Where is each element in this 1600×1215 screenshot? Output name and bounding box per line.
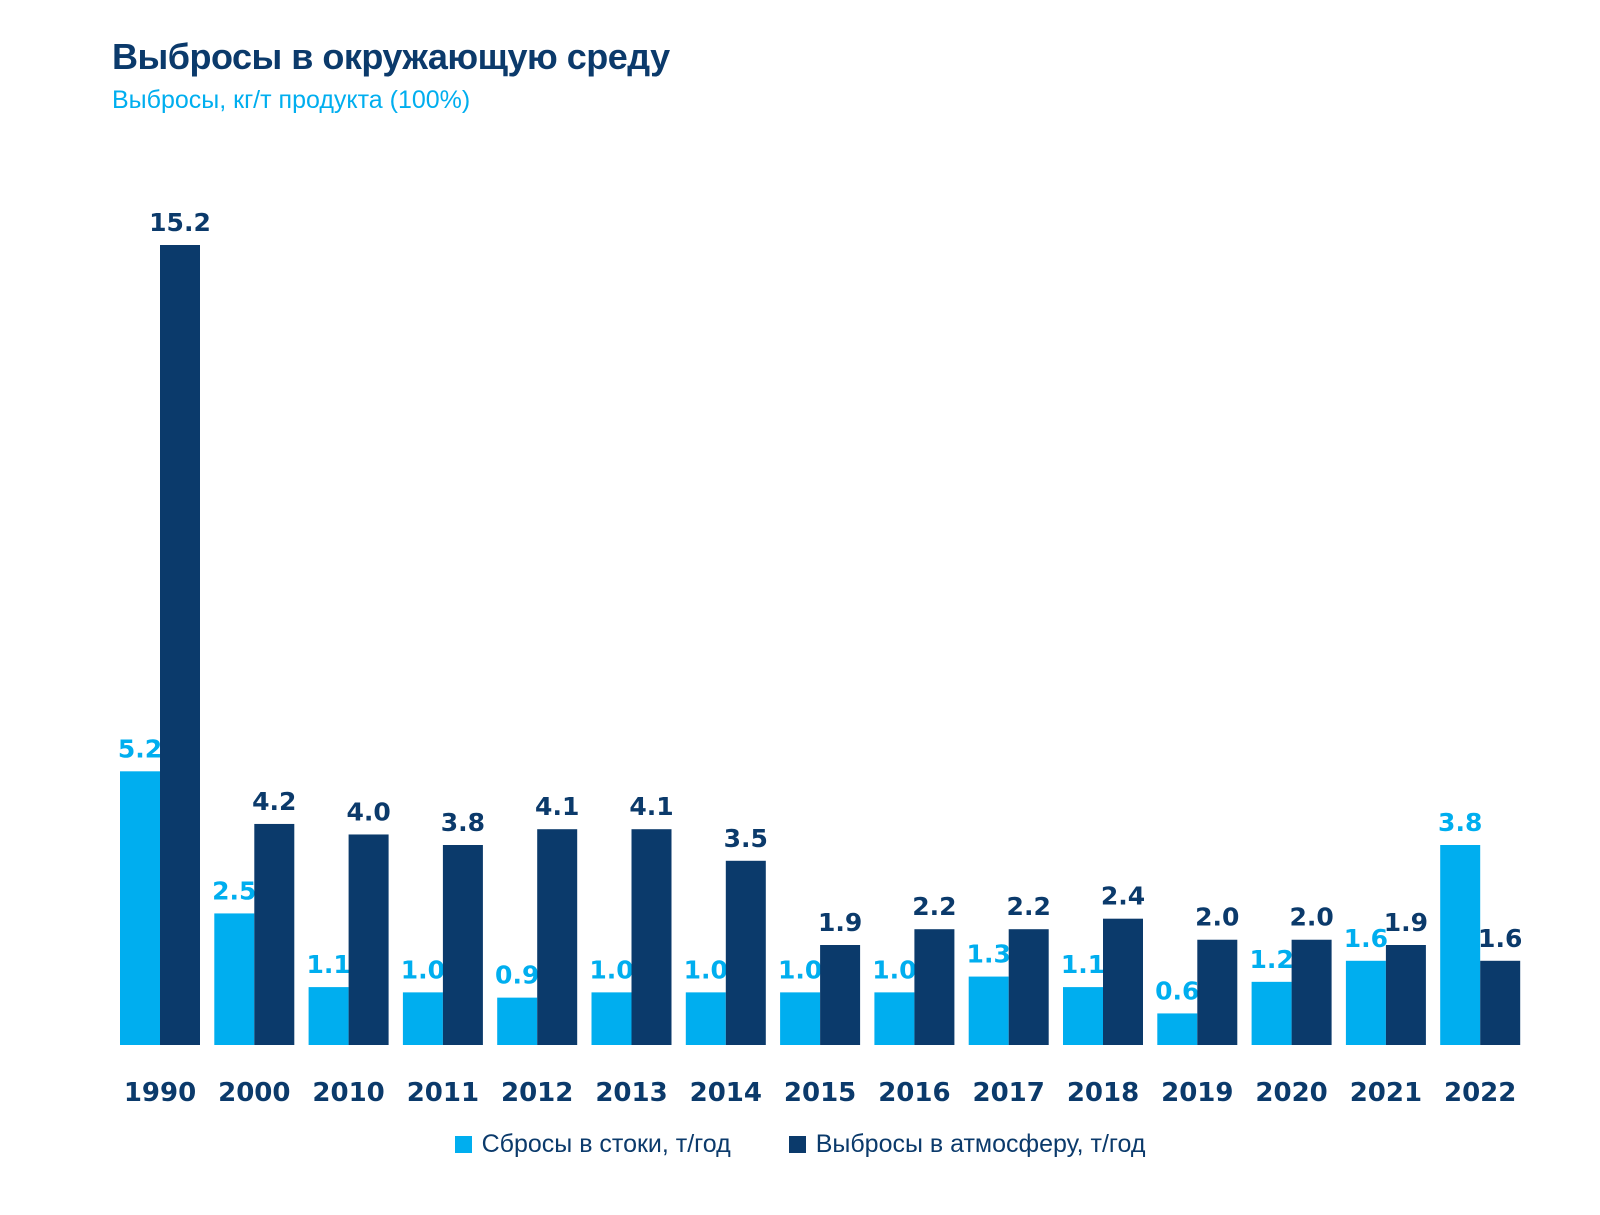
- value-label-discharges-2021: 1.6: [1344, 924, 1388, 953]
- value-label-discharges-2020: 1.2: [1249, 945, 1293, 974]
- bar-discharges-2016: [874, 992, 915, 1045]
- bar-emissions-2019: [1197, 939, 1238, 1045]
- value-label-emissions-2018: 2.4: [1101, 882, 1145, 911]
- value-label-emissions-2015: 1.9: [818, 908, 862, 937]
- value-label-discharges-2015: 1.0: [778, 955, 822, 984]
- x-tick-label-2017: 2017: [973, 1078, 1045, 1108]
- value-label-discharges-2010: 1.1: [306, 950, 350, 979]
- bar-discharges-2011: [402, 992, 443, 1045]
- value-label-emissions-2017: 2.2: [1007, 892, 1051, 921]
- value-label-emissions-2022: 1.6: [1478, 924, 1522, 953]
- x-tick-label-2012: 2012: [501, 1078, 573, 1108]
- x-tick-label-2019: 2019: [1161, 1078, 1233, 1108]
- bar-discharges-2019: [1157, 1013, 1198, 1045]
- bar-emissions-2000: [254, 823, 295, 1045]
- legend-label-emissions: Выбросы в атмосферу, т/год: [815, 1130, 1146, 1158]
- bar-emissions-2022: [1480, 960, 1521, 1045]
- value-label-discharges-2011: 1.0: [401, 955, 445, 984]
- chart-legend: Сбросы в стоки, т/год Выбросы в атмосфер…: [0, 1130, 1600, 1159]
- value-label-emissions-2012: 4.1: [535, 792, 579, 821]
- bar-emissions-2014: [725, 860, 766, 1045]
- bar-discharges-2014: [685, 992, 726, 1045]
- legend-label-discharges: Сбросы в стоки, т/год: [481, 1130, 731, 1158]
- legend-item-discharges: Сбросы в стоки, т/год: [454, 1130, 731, 1159]
- value-label-emissions-2019: 2.0: [1195, 903, 1239, 932]
- x-tick-label-1990: 1990: [124, 1078, 196, 1108]
- value-label-emissions-1990: 15.2: [149, 208, 211, 237]
- value-label-emissions-2021: 1.9: [1384, 908, 1428, 937]
- x-tick-label-2010: 2010: [312, 1078, 384, 1108]
- value-label-emissions-2013: 4.1: [629, 792, 673, 821]
- legend-swatch-discharges: [454, 1136, 472, 1153]
- x-tick-label-2022: 2022: [1444, 1078, 1516, 1108]
- x-tick-label-2013: 2013: [595, 1078, 667, 1108]
- x-tick-label-2000: 2000: [218, 1078, 290, 1108]
- x-tick-label-2014: 2014: [690, 1078, 762, 1108]
- value-label-emissions-2011: 3.8: [441, 808, 485, 837]
- value-label-discharges-2019: 0.6: [1155, 976, 1199, 1005]
- value-label-discharges-2017: 1.3: [967, 940, 1011, 969]
- value-label-emissions-2000: 4.2: [252, 787, 296, 816]
- value-label-discharges-2012: 0.9: [495, 961, 539, 990]
- value-label-discharges-2013: 1.0: [589, 955, 633, 984]
- bar-emissions-2021: [1385, 945, 1426, 1045]
- value-label-emissions-2020: 2.0: [1289, 903, 1333, 932]
- legend-swatch-emissions: [788, 1136, 806, 1153]
- x-tick-label-2016: 2016: [878, 1078, 950, 1108]
- bar-discharges-2021: [1345, 960, 1386, 1045]
- bar-emissions-2011: [442, 845, 483, 1045]
- bar-emissions-2016: [914, 929, 955, 1045]
- value-label-discharges-2022: 3.8: [1438, 808, 1482, 837]
- bar-emissions-1990: [160, 245, 200, 1045]
- value-label-emissions-2010: 4.0: [346, 797, 390, 826]
- value-label-emissions-2016: 2.2: [912, 892, 956, 921]
- bar-discharges-2013: [591, 992, 632, 1045]
- x-tick-label-2011: 2011: [407, 1078, 479, 1108]
- x-tick-label-2021: 2021: [1350, 1078, 1422, 1108]
- bar-emissions-2013: [631, 829, 672, 1045]
- legend-item-emissions: Выбросы в атмосферу, т/год: [788, 1130, 1146, 1159]
- bar-discharges-2000: [214, 913, 255, 1045]
- bar-discharges-1990: [120, 771, 160, 1045]
- bar-emissions-2020: [1291, 939, 1332, 1045]
- value-label-discharges-1990: 5.2: [118, 734, 162, 763]
- bar-emissions-2018: [1103, 918, 1143, 1045]
- bar-discharges-2015: [780, 992, 821, 1045]
- value-label-discharges-2016: 1.0: [872, 955, 916, 984]
- bar-emissions-2015: [820, 945, 861, 1045]
- bar-discharges-2012: [497, 997, 538, 1045]
- bar-emissions-2017: [1008, 929, 1049, 1045]
- bar-discharges-2017: [968, 976, 1009, 1045]
- bar-discharges-2010: [308, 987, 349, 1045]
- x-tick-label-2020: 2020: [1255, 1078, 1327, 1108]
- chart-title: Выбросы в окружающую среду: [112, 36, 670, 77]
- value-label-discharges-2018: 1.1: [1061, 950, 1105, 979]
- bar-discharges-2022: [1440, 845, 1481, 1045]
- x-tick-label-2015: 2015: [784, 1078, 856, 1108]
- bar-discharges-2018: [1063, 987, 1103, 1045]
- value-label-discharges-2014: 1.0: [684, 955, 728, 984]
- bar-emissions-2010: [348, 834, 389, 1045]
- x-tick-label-2018: 2018: [1067, 1078, 1139, 1108]
- bar-emissions-2012: [537, 829, 578, 1045]
- value-label-emissions-2014: 3.5: [724, 824, 768, 853]
- bar-discharges-2020: [1251, 981, 1292, 1045]
- chart-subtitle: Выбросы, кг/т продукта (100%): [112, 86, 471, 114]
- value-label-discharges-2000: 2.5: [212, 876, 256, 905]
